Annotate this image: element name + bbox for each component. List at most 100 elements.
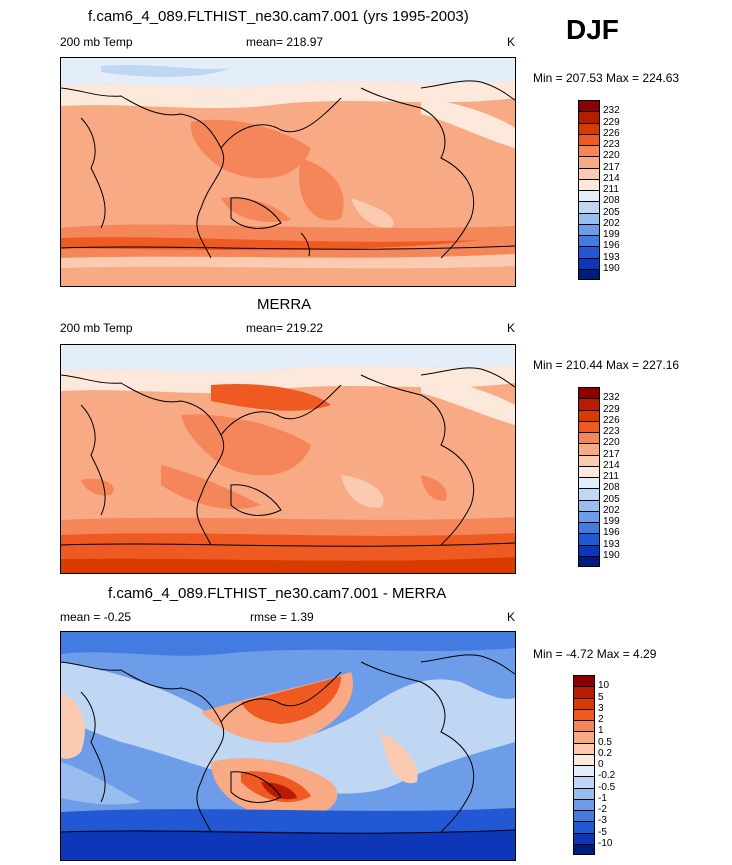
colorbar-level-label: 214 bbox=[603, 172, 620, 184]
colorbar-level-label: 10 bbox=[598, 680, 610, 692]
colorbar-swatch bbox=[578, 387, 600, 399]
colorbar-swatch bbox=[578, 201, 600, 213]
colorbar-level-label: 202 bbox=[603, 217, 620, 229]
colorbar-swatch bbox=[578, 499, 600, 511]
panel1-temperature-field bbox=[61, 58, 515, 286]
colorbar-level-label: 2 bbox=[598, 714, 604, 725]
panel3-colorbar-labels: 10 5 3 2 1 0.5 0.2 0 -0.2 -0.5 -1 -2 -3 -5 -10 bbox=[598, 675, 638, 855]
colorbar-level-label: 196 bbox=[603, 527, 620, 539]
colorbar-swatch bbox=[578, 544, 600, 556]
colorbar-swatch bbox=[578, 454, 600, 466]
colorbar-level-label: 190 bbox=[603, 549, 620, 561]
colorbar-swatch bbox=[573, 708, 595, 720]
colorbar-swatch bbox=[578, 212, 600, 224]
panel3-colorbar bbox=[573, 675, 595, 855]
panel2-colorbar bbox=[578, 387, 600, 567]
colorbar-level-label: 223 bbox=[603, 426, 620, 437]
panel2-units-label: K bbox=[507, 321, 516, 335]
colorbar-swatch bbox=[578, 510, 600, 522]
panel1-title: f.cam6_4_089.FLTHIST_ne30.cam7.001 (yrs … bbox=[88, 8, 469, 25]
colorbar-level-label: -5 bbox=[598, 826, 607, 838]
panel2-minmax-label: Min = 210.44 Max = 227.16 bbox=[533, 358, 680, 372]
colorbar-level-label: 232 bbox=[603, 105, 620, 117]
colorbar-swatch bbox=[573, 787, 595, 799]
colorbar-swatch bbox=[578, 167, 600, 179]
colorbar-swatch bbox=[573, 843, 595, 855]
colorbar-level-label: 202 bbox=[603, 504, 620, 516]
colorbar-level-label: 0.2 bbox=[598, 747, 612, 759]
colorbar-level-label: 226 bbox=[603, 127, 620, 139]
colorbar-level-label: -0.2 bbox=[598, 770, 616, 782]
season-label: DJF bbox=[566, 14, 619, 45]
colorbar-swatch bbox=[578, 111, 600, 123]
colorbar-swatch bbox=[578, 465, 600, 477]
colorbar-level-label: -3 bbox=[598, 815, 607, 827]
colorbar-swatch bbox=[578, 246, 600, 258]
colorbar-level-label: -1 bbox=[598, 792, 607, 804]
colorbar-level-label: 1 bbox=[598, 725, 604, 737]
colorbar-level-label: 3 bbox=[598, 702, 604, 714]
panel2-mean-label: mean= 219.22 bbox=[246, 321, 324, 335]
panel2-colorbar-labels: 232 229 226 223 220 217 214 211 208 205 202 199 196 1… bbox=[603, 387, 643, 567]
colorbar-swatch bbox=[573, 776, 595, 788]
colorbar-level-label: 223 bbox=[603, 139, 620, 150]
colorbar-level-label: 199 bbox=[603, 516, 620, 527]
colorbar-level-label: 0.5 bbox=[598, 736, 612, 748]
panel3-units-label: K bbox=[507, 610, 516, 624]
colorbar-level-label: 193 bbox=[603, 251, 620, 263]
colorbar-level-label: 199 bbox=[603, 229, 620, 240]
panel1-variable-label: 200 mb Temp bbox=[60, 35, 133, 49]
colorbar-level-label: 229 bbox=[603, 403, 620, 415]
colorbar-level-label: 220 bbox=[603, 150, 620, 162]
colorbar-swatch bbox=[578, 156, 600, 168]
colorbar-swatch bbox=[578, 522, 600, 534]
colorbar-level-label: 232 bbox=[603, 392, 620, 404]
panel3-minmax-label: Min = -4.72 Max = 4.29 bbox=[533, 647, 657, 661]
colorbar-swatch bbox=[573, 821, 595, 833]
colorbar-swatch bbox=[573, 798, 595, 810]
colorbar-level-label: 205 bbox=[603, 206, 620, 218]
colorbar-level-label: 229 bbox=[603, 116, 620, 128]
colorbar-swatch bbox=[578, 398, 600, 410]
panel3-map bbox=[60, 631, 516, 861]
colorbar-swatch bbox=[578, 190, 600, 202]
colorbar-swatch bbox=[578, 235, 600, 247]
colorbar-swatch bbox=[573, 720, 595, 732]
colorbar-swatch bbox=[578, 122, 600, 134]
colorbar-swatch bbox=[573, 675, 595, 687]
colorbar-swatch bbox=[578, 100, 600, 112]
colorbar-swatch bbox=[578, 409, 600, 421]
colorbar-level-label: 217 bbox=[603, 448, 620, 460]
colorbar-level-label: 196 bbox=[603, 240, 620, 252]
colorbar-swatch bbox=[578, 133, 600, 145]
colorbar-level-label: 193 bbox=[603, 538, 620, 550]
panel1-mean-label: mean= 218.97 bbox=[246, 35, 324, 49]
panel3-rmse-label: rmse = 1.39 bbox=[250, 610, 314, 624]
colorbar-level-label: -2 bbox=[598, 804, 607, 815]
panel3-difference-field bbox=[61, 632, 515, 860]
colorbar-level-label: 214 bbox=[603, 459, 620, 471]
panel2-temperature-field bbox=[61, 345, 515, 573]
colorbar-level-label: 190 bbox=[603, 262, 620, 274]
colorbar-swatch bbox=[573, 697, 595, 709]
panel3-title: f.cam6_4_089.FLTHIST_ne30.cam7.001 - MER… bbox=[108, 585, 447, 602]
colorbar-swatch bbox=[578, 555, 600, 567]
panel2-title: MERRA bbox=[257, 296, 312, 313]
panel2-map bbox=[60, 344, 516, 574]
colorbar-level-label: -0.5 bbox=[598, 781, 616, 793]
colorbar-swatch bbox=[578, 432, 600, 444]
colorbar-level-label: 217 bbox=[603, 161, 620, 173]
colorbar-level-label: 220 bbox=[603, 437, 620, 449]
colorbar-swatch bbox=[578, 268, 600, 280]
panel1-colorbar bbox=[578, 100, 600, 280]
colorbar-level-label: 205 bbox=[603, 493, 620, 505]
colorbar-swatch bbox=[578, 488, 600, 500]
colorbar-swatch bbox=[578, 533, 600, 545]
colorbar-swatch bbox=[573, 765, 595, 777]
colorbar-swatch bbox=[573, 686, 595, 698]
colorbar-swatch bbox=[573, 810, 595, 822]
colorbar-level-label: 5 bbox=[598, 691, 604, 703]
panel1-map bbox=[60, 57, 516, 287]
colorbar-swatch bbox=[573, 832, 595, 844]
colorbar-level-label: 208 bbox=[603, 482, 620, 494]
